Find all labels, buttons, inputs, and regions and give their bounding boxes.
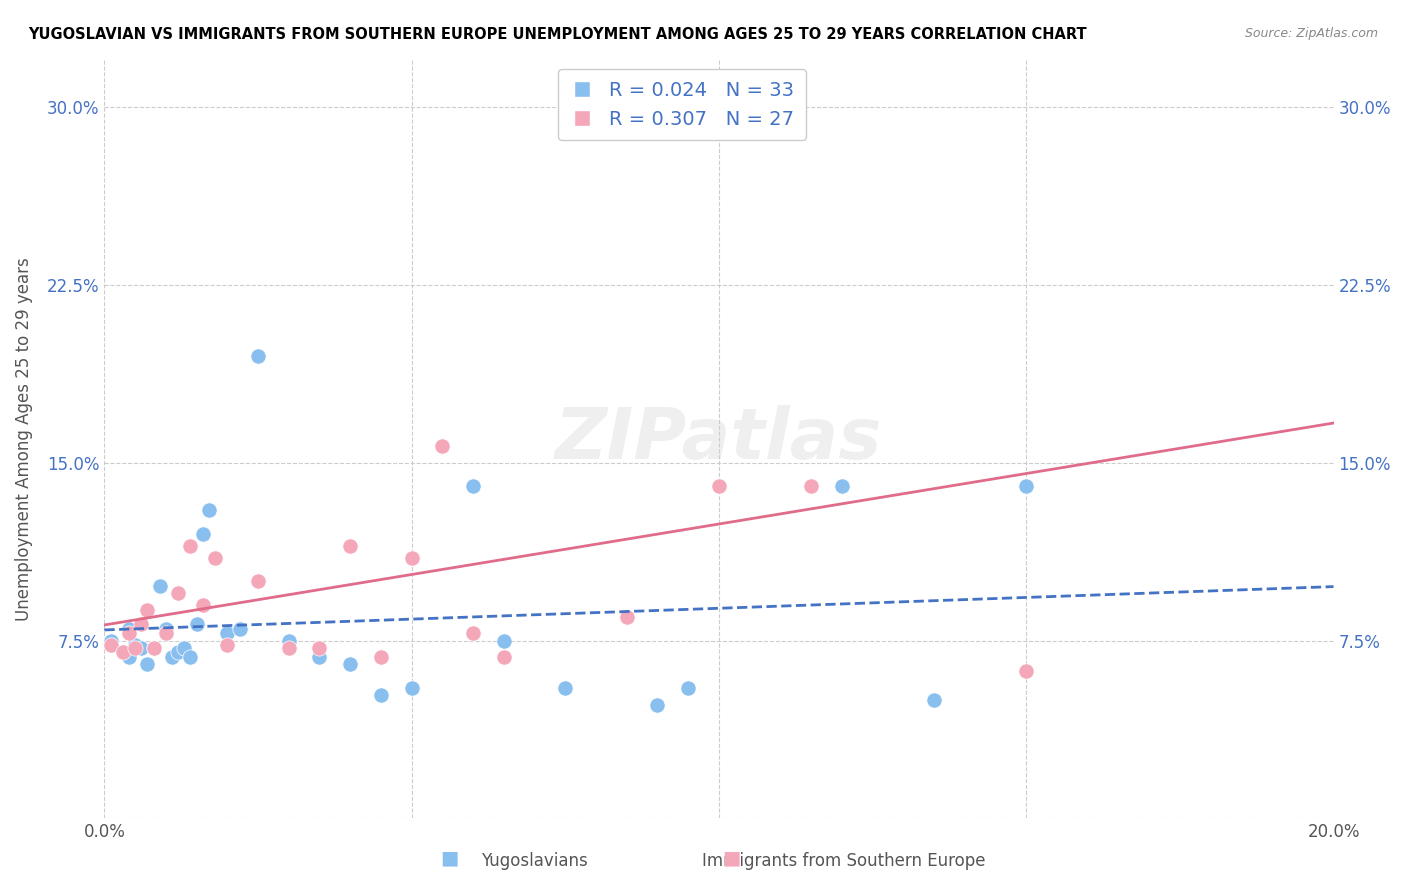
Point [370, 688, 392, 702]
Point [160, 650, 183, 665]
Legend: R = 0.024   N = 33, R = 0.307   N = 27: R = 0.024 N = 33, R = 0.307 N = 27 [558, 70, 806, 140]
Point [191, 598, 214, 612]
Point [118, 622, 141, 636]
Point [167, 586, 190, 600]
Point [136, 603, 159, 617]
Point [492, 650, 515, 665]
Point [370, 650, 392, 665]
Y-axis label: Unemployment Among Ages 25 to 29 years: Unemployment Among Ages 25 to 29 years [15, 257, 32, 621]
Point [228, 622, 250, 636]
Point [111, 645, 134, 659]
Point [136, 657, 159, 672]
Point [217, 638, 239, 652]
Point [401, 550, 423, 565]
Point [129, 617, 152, 632]
Point [100, 638, 122, 652]
Point [707, 479, 730, 493]
Point [155, 622, 177, 636]
Text: ■: ■ [440, 848, 460, 867]
Point [167, 645, 190, 659]
Point [124, 638, 146, 652]
Point [247, 574, 270, 589]
Point [432, 439, 454, 453]
Point [461, 626, 484, 640]
Point [129, 640, 152, 655]
Point [676, 681, 699, 695]
Point [1015, 479, 1038, 493]
Point [217, 626, 239, 640]
Point [554, 681, 576, 695]
Point [339, 657, 361, 672]
Point [800, 479, 823, 493]
Point [401, 681, 423, 695]
Text: Immigrants from Southern Europe: Immigrants from Southern Europe [702, 852, 986, 870]
Point [173, 640, 195, 655]
Point [247, 349, 270, 363]
Text: ■: ■ [721, 848, 741, 867]
Point [647, 112, 669, 126]
Point [155, 626, 177, 640]
Point [308, 640, 330, 655]
Point [831, 479, 853, 493]
Point [191, 527, 214, 541]
Point [308, 650, 330, 665]
Point [277, 640, 299, 655]
Point [492, 633, 515, 648]
Text: ZIPatlas: ZIPatlas [555, 405, 883, 474]
Point [118, 626, 141, 640]
Point [179, 539, 201, 553]
Point [339, 539, 361, 553]
Point [186, 617, 208, 632]
Text: Source: ZipAtlas.com: Source: ZipAtlas.com [1244, 27, 1378, 40]
Point [616, 610, 638, 624]
Point [198, 503, 221, 517]
Point [1015, 665, 1038, 679]
Point [922, 693, 945, 707]
Point [142, 640, 165, 655]
Point [118, 650, 141, 665]
Point [100, 633, 122, 648]
Text: Yugoslavians: Yugoslavians [481, 852, 588, 870]
Point [149, 579, 172, 593]
Point [111, 645, 134, 659]
Point [461, 479, 484, 493]
Point [142, 640, 165, 655]
Point [204, 550, 226, 565]
Point [124, 640, 146, 655]
Text: YUGOSLAVIAN VS IMMIGRANTS FROM SOUTHERN EUROPE UNEMPLOYMENT AMONG AGES 25 TO 29 : YUGOSLAVIAN VS IMMIGRANTS FROM SOUTHERN … [28, 27, 1087, 42]
Point [277, 633, 299, 648]
Point [647, 698, 669, 712]
Point [179, 650, 201, 665]
